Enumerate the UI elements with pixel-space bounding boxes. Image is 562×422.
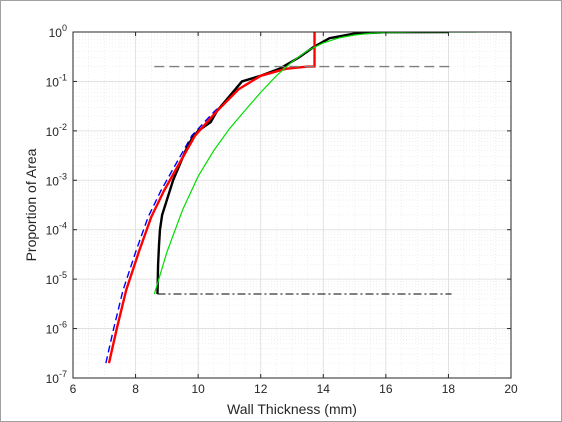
- y-axis-label: Proportion of Area: [23, 148, 39, 261]
- y-tick-label: 10-4: [46, 221, 67, 238]
- plot-border: [72, 31, 512, 379]
- y-tick-label: 10-6: [46, 320, 67, 337]
- minor-grid: [73, 32, 511, 378]
- y-tick-label: 10-5: [46, 270, 67, 287]
- x-axis-label: Wall Thickness (mm): [227, 401, 357, 417]
- x-tick-labels: 6 8 10 12 14 16 18 20: [70, 382, 518, 396]
- x-tick-label: 16: [379, 382, 393, 396]
- y-tick-label: 10-7: [46, 369, 67, 386]
- x-tick-label: 10: [191, 382, 205, 396]
- series-line-3: [107, 32, 316, 364]
- y-tick-label: 10-2: [46, 122, 67, 139]
- y-tick-label: 100: [49, 23, 67, 40]
- x-tick-label: 8: [132, 382, 139, 396]
- x-tick-label: 18: [442, 382, 456, 396]
- series-line-2: [156, 32, 449, 295]
- y-tick-label: 10-3: [46, 171, 67, 188]
- axis-ticks: [72, 31, 512, 379]
- x-tick-label: 12: [254, 382, 268, 396]
- y-tick-labels: 10-7 10-6 10-5 10-4 10-3 10-2 10-1 100: [46, 23, 67, 386]
- x-tick-label: 6: [70, 382, 77, 396]
- x-tick-label: 14: [317, 382, 331, 396]
- x-tick-label: 20: [504, 382, 518, 396]
- y-tick-label: 10-1: [46, 72, 67, 89]
